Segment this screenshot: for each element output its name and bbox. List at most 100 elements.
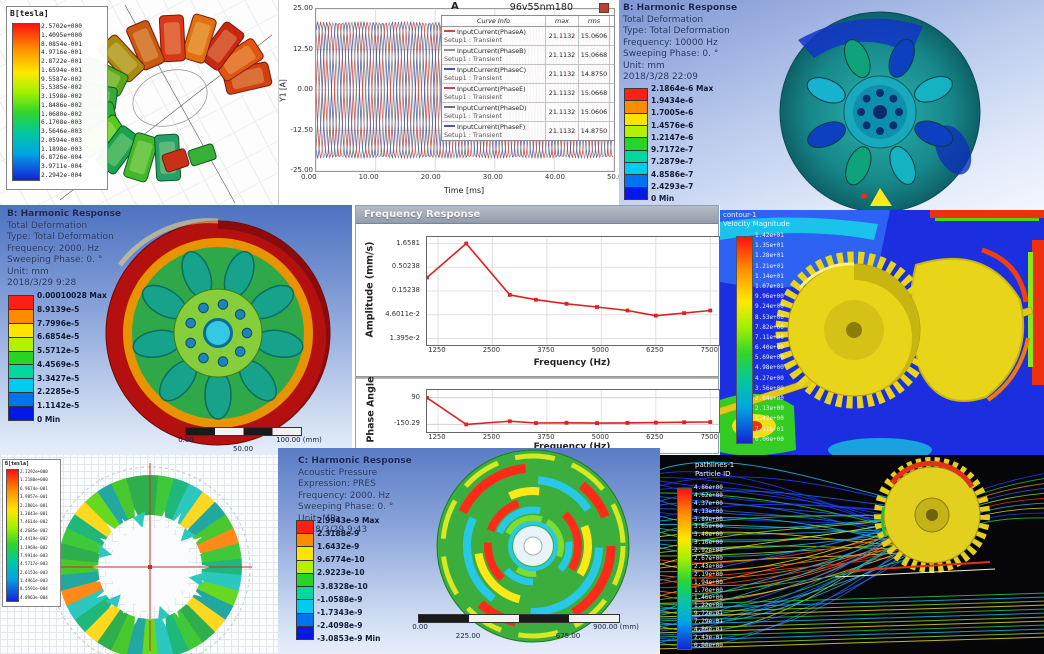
table-row: InputCurrent(PhaseD) Setup1 : Transient 21…: [442, 103, 614, 122]
legend-label: 7.7996e-5: [37, 318, 80, 328]
list-item: 20.00: [420, 173, 441, 181]
list-item: 0.00e+00: [755, 435, 784, 443]
curve-swatch-icon: [444, 30, 455, 32]
legend-label: 2.4293e-7: [651, 181, 694, 191]
list-item: 1.6594e-001: [41, 66, 82, 74]
list-item: 2.0594e-003: [41, 136, 82, 144]
legend-values: 2.5702e+000 1.4095e+000 8.0854e-001 4.9716e…: [41, 23, 105, 179]
tick-label: 1250: [428, 433, 446, 441]
list-item: 1.4961e-003: [20, 578, 48, 584]
list-item: 2018/3/29 9:43: [298, 525, 368, 535]
curve-setup: Setup1 : Transient: [444, 131, 503, 139]
list-item: Total Deformation: [7, 220, 88, 231]
tick-label: 0.15238: [391, 286, 420, 294]
list-item: 2.4419e-002: [20, 536, 48, 542]
legend-label: 3.3427e-5: [37, 373, 80, 383]
list-item: -12.50: [290, 125, 313, 134]
phase-x-axis-label: Frequency (Hz): [533, 442, 611, 452]
acoustic-disk-plot: [278, 448, 660, 654]
legend-label: 6.6854e-5: [37, 332, 80, 342]
curve-max: 21.1132: [546, 122, 579, 140]
rotor-field-plot: [0, 455, 278, 654]
list-item: 7.11e+00: [755, 333, 784, 341]
flywheel-deformation-plot-2: [0, 205, 352, 455]
legend-label: 0 Min: [651, 194, 675, 203]
curve-name: InputCurrent(PhaseB): [457, 47, 527, 55]
legend-label: 9.7172e-7: [651, 145, 694, 155]
table-row: InputCurrent(PhaseC) Setup1 : Transient 21…: [442, 65, 614, 84]
legend-color-cell: [625, 150, 647, 163]
list-item: Sweeping Phase: 0. °: [7, 255, 103, 265]
list-item: 2.43e-01: [694, 633, 723, 641]
window-titlebar[interactable]: Frequency Response: [356, 206, 718, 224]
list-item: B: Harmonic Response: [623, 3, 738, 13]
legend-color-cell: [9, 323, 33, 338]
list-item: 30.00: [482, 173, 503, 181]
tick-label: 7500: [700, 346, 718, 354]
y-axis-ticks: 25.00 12.50 0.00 -12.50 -25.00: [281, 4, 313, 174]
curve-setup: Setup1 : Transient: [444, 74, 503, 82]
tick-label: 3750: [537, 346, 555, 354]
legend-label: 2.2285e-5: [37, 387, 80, 397]
window-splitter[interactable]: [356, 376, 718, 379]
cfd-legend-title: contour-1 Velocity Magnitude: [723, 211, 790, 228]
panel-streamlines: pathlines-1 Particle ID 4.86e+00 4.62e+00…: [660, 455, 1044, 654]
list-item: 2.6153e-003: [20, 569, 48, 575]
curve-setup: Setup1 : Transient: [444, 93, 503, 101]
list-item: 2018/3/29 9:28: [7, 278, 77, 288]
list-item: 9.96e+00: [755, 293, 784, 301]
legend-label: 2.1864e-6 Max: [651, 84, 714, 93]
list-item: 12.50: [292, 44, 313, 53]
legend-color-cell: [297, 573, 313, 588]
legend-label: 2.9223e-10: [317, 568, 365, 578]
tick-label: 90: [411, 392, 420, 401]
tick-label: 6250: [646, 433, 664, 441]
legend-color-cell: [297, 613, 313, 627]
legend-label: 4.4569e-5: [37, 359, 80, 369]
list-item: 4.13e+00: [694, 507, 723, 515]
ruler-mid: 50.00: [232, 445, 254, 453]
list-item: Frequency: 2000. Hz: [7, 243, 99, 254]
phase-x-ticks: 1250 2500 3750 5000 6250 7500: [426, 433, 718, 442]
list-item: Type: Total Deformation: [7, 232, 114, 242]
legend-color-cell: [625, 113, 647, 126]
curve-swatch-icon: [444, 49, 455, 51]
tick-label: 7500: [700, 433, 718, 441]
list-item: 2.92e+00: [694, 547, 723, 555]
curve-max: 21.1132: [546, 65, 579, 83]
ruler-max: 100.00 (mm): [276, 436, 322, 444]
legend-color-cell: [297, 547, 313, 561]
legend-label: 0 Min: [37, 415, 61, 424]
legend-label: -1.7343e-9: [317, 607, 363, 617]
phase-curve: [425, 390, 719, 432]
curve-max: 21.1132: [546, 103, 579, 121]
plot-marker-icon: [599, 3, 609, 13]
amplitude-y-ticks: 1.6581 0.50238 0.15238 4.6011e-2 1.395e-2: [382, 236, 422, 344]
legend-color-cell: [297, 534, 313, 548]
list-item: 1.94e+00: [694, 578, 723, 586]
list-item: 2018/3/28 22:09: [623, 72, 698, 82]
list-item: 2.5702e+000: [41, 23, 82, 30]
list-item: 1.28e+01: [755, 252, 784, 260]
result-legend: 0.00010028 Max 8.9139e-5 7.7996e-5 6.6854e-…: [8, 291, 118, 424]
amplitude-curve: [425, 237, 719, 345]
legend-color-cell: [9, 407, 33, 421]
tick-label: 0.50238: [391, 262, 420, 271]
list-item: 1.2180e+000: [20, 477, 48, 483]
curve-rms: 15.0606: [579, 103, 610, 121]
panel-maxwell-torus: B[tesla] 2.5702e+000 1.4095e+000 8.0854e-0…: [0, 0, 278, 205]
analysis-info: B: Harmonic Response Total Deformation Typ…: [7, 209, 121, 290]
phase-y-ticks: 90 -150.29: [390, 389, 422, 431]
tick-label: 2500: [482, 346, 501, 354]
table-header: rms: [579, 16, 610, 26]
legend-label: 1.6432e-9: [317, 542, 360, 552]
list-item: 1.46e+00: [694, 594, 723, 602]
list-item: Type: Total Deformation: [623, 26, 730, 36]
result-legend: 2.1864e-6 Max 1.9434e-6 1.7005e-6 1.4576e-6…: [624, 84, 724, 203]
design-label: A: [451, 1, 459, 12]
curve-max: 21.1132: [546, 27, 579, 45]
legend-label: 1.2147e-6: [651, 132, 694, 142]
list-item: 2.43e+00: [694, 562, 723, 570]
ruler-q1: 225.00: [455, 632, 481, 640]
